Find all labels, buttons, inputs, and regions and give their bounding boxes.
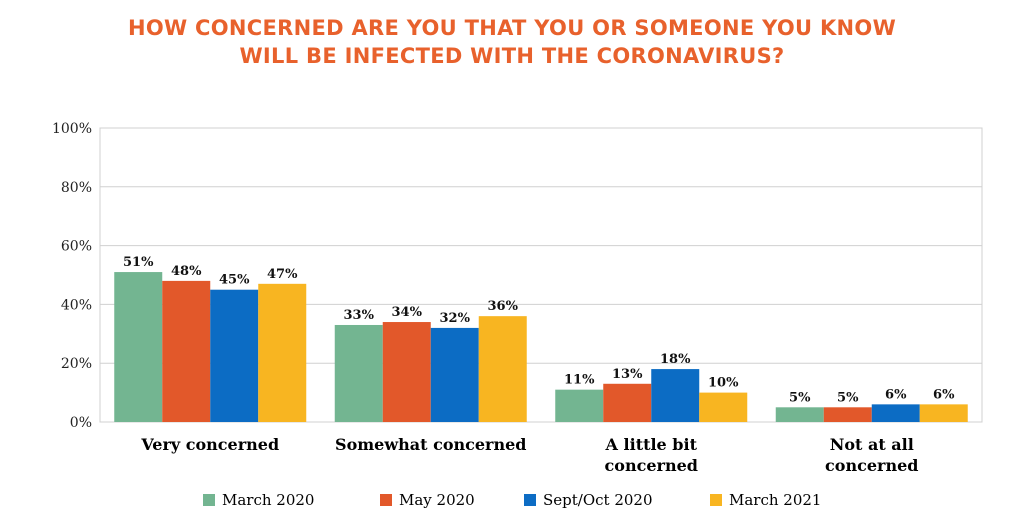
legend-swatch	[710, 494, 722, 506]
bar	[114, 272, 163, 422]
data-label: 10%	[708, 376, 739, 391]
bar	[871, 404, 920, 422]
chart-title-line-1: HOW CONCERNED ARE YOU THAT YOU OR SOMEON…	[127, 16, 897, 40]
y-tick-label: 20%	[61, 356, 92, 372]
bar	[478, 316, 527, 422]
legend-label: March 2021	[729, 491, 821, 509]
legend-swatch	[524, 494, 536, 506]
data-label: 11%	[564, 373, 595, 388]
data-label: 34%	[392, 305, 423, 320]
data-label: 47%	[267, 267, 298, 282]
y-tick-label: 60%	[61, 239, 92, 255]
bar	[430, 327, 479, 422]
legend-label: March 2020	[222, 491, 314, 509]
data-label: 48%	[171, 264, 202, 279]
data-label: 36%	[488, 299, 519, 314]
bar	[210, 289, 259, 422]
bar	[162, 280, 211, 422]
category-label: concerned	[605, 456, 698, 475]
legend-label: May 2020	[399, 491, 475, 509]
data-label: 33%	[344, 308, 375, 323]
bar	[823, 407, 872, 422]
y-tick-label: 100%	[52, 121, 92, 137]
bar	[382, 322, 431, 422]
y-tick-label: 0%	[70, 415, 92, 431]
data-label: 32%	[440, 311, 471, 326]
data-label: 6%	[885, 387, 907, 402]
legend-label: Sept/Oct 2020	[543, 491, 653, 509]
bar	[919, 404, 968, 422]
y-tick-label: 40%	[61, 297, 92, 313]
bar	[603, 383, 652, 422]
data-label: 13%	[612, 367, 643, 382]
bar	[651, 369, 700, 422]
category-label: Not at all	[830, 435, 914, 454]
bar	[775, 407, 824, 422]
category-label: Somewhat concerned	[335, 435, 526, 454]
data-label: 18%	[660, 352, 691, 367]
bar	[334, 324, 383, 422]
y-tick-label: 80%	[61, 180, 92, 196]
data-label: 45%	[219, 273, 250, 288]
data-label: 51%	[123, 255, 154, 270]
category-label: concerned	[825, 456, 918, 475]
data-label: 5%	[789, 390, 811, 405]
chart-title: HOW CONCERNED ARE YOU THAT YOU OR SOMEON…	[0, 14, 1024, 70]
data-label: 6%	[933, 387, 955, 402]
data-label: 5%	[837, 390, 859, 405]
bar	[555, 389, 604, 422]
bar	[699, 392, 748, 422]
bar	[258, 283, 307, 422]
legend-swatch	[380, 494, 392, 506]
chart-title-line-2: WILL BE INFECTED WITH THE CORONAVIRUS?	[239, 44, 785, 68]
category-label: Very concerned	[140, 435, 279, 454]
legend-swatch	[203, 494, 215, 506]
category-label: A little bit	[605, 435, 698, 454]
